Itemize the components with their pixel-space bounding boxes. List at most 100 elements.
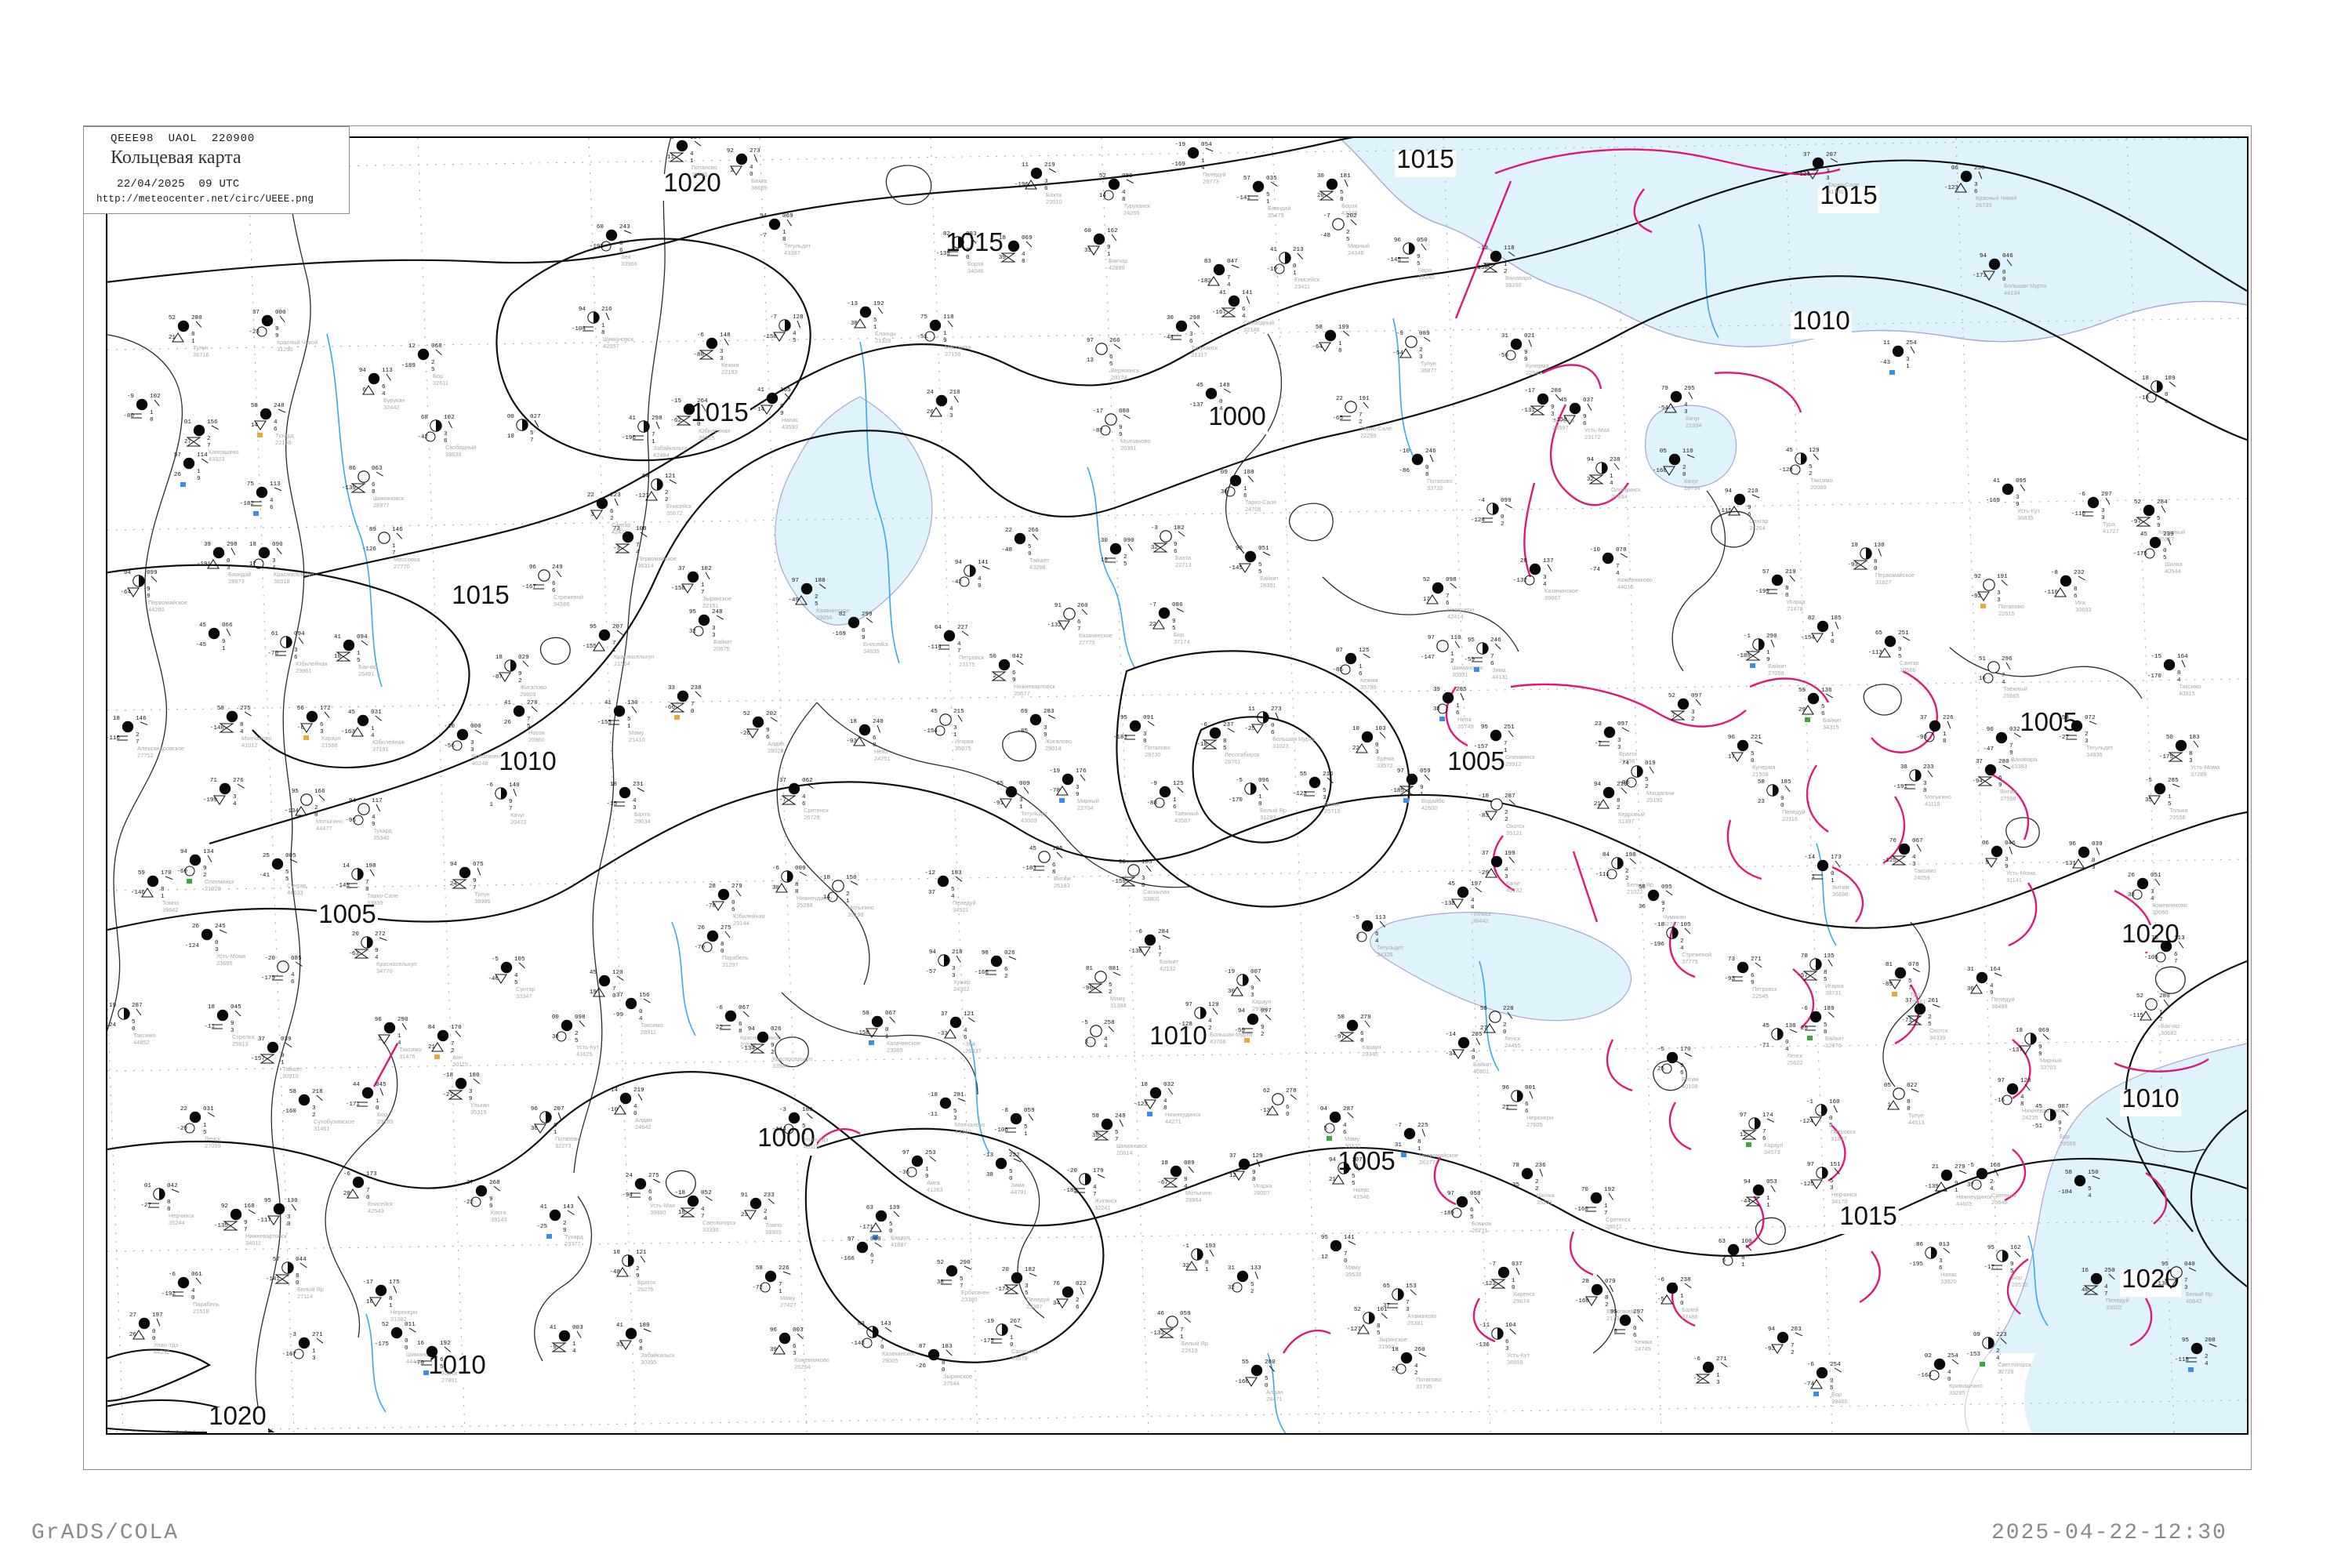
svg-text:78: 78 bbox=[1801, 953, 1809, 960]
svg-text:Нижневартовск: Нижневартовск bbox=[245, 1232, 287, 1240]
svg-text:120: 120 bbox=[612, 970, 623, 976]
svg-text:Потапово: Потапово bbox=[691, 164, 717, 171]
svg-text:42543: 42543 bbox=[368, 1207, 384, 1214]
svg-text:0: 0 bbox=[2163, 548, 2167, 554]
svg-text:011: 011 bbox=[405, 1322, 416, 1328]
svg-text:0: 0 bbox=[215, 940, 219, 946]
svg-text:1: 1 bbox=[1504, 262, 1508, 268]
svg-text:285: 285 bbox=[1472, 1032, 1483, 1038]
svg-text:3: 3 bbox=[720, 349, 724, 355]
svg-text:23367: 23367 bbox=[1026, 1303, 1043, 1310]
svg-text:23065: 23065 bbox=[887, 1047, 903, 1054]
svg-text:5: 5 bbox=[1115, 1130, 1119, 1136]
svg-text:33939: 33939 bbox=[367, 899, 383, 906]
svg-text:00: 00 bbox=[552, 1014, 560, 1021]
svg-text:150: 150 bbox=[846, 875, 857, 881]
svg-text:-9: -9 bbox=[127, 394, 135, 400]
svg-text:Байкит: Байкит bbox=[1260, 575, 1279, 582]
svg-text:0: 0 bbox=[2165, 392, 2169, 398]
svg-text:58: 58 bbox=[756, 1265, 764, 1272]
svg-text:8: 8 bbox=[1022, 259, 1025, 265]
svg-text:31461: 31461 bbox=[314, 1125, 330, 1132]
svg-text:221: 221 bbox=[1751, 735, 1762, 741]
svg-text:2: 2 bbox=[431, 360, 435, 366]
svg-text:-51: -51 bbox=[2031, 1123, 2042, 1130]
svg-text:39: 39 bbox=[204, 542, 212, 548]
svg-text:-5: -5 bbox=[1657, 1047, 1665, 1053]
svg-text:-5: -5 bbox=[1967, 1163, 1975, 1169]
svg-text:085: 085 bbox=[291, 956, 302, 962]
svg-text:6: 6 bbox=[554, 1123, 557, 1129]
svg-text:243: 243 bbox=[619, 224, 630, 230]
svg-text:36716: 36716 bbox=[193, 351, 209, 358]
svg-text:253: 253 bbox=[925, 1150, 936, 1156]
svg-text:Тулун: Тулун bbox=[1421, 360, 1436, 367]
svg-text:14: 14 bbox=[251, 423, 259, 429]
svg-text:39143: 39143 bbox=[491, 1216, 507, 1223]
svg-text:226: 226 bbox=[779, 1265, 789, 1272]
svg-text:Сретенск: Сретенск bbox=[804, 807, 829, 814]
svg-text:-25: -25 bbox=[536, 1224, 547, 1230]
svg-text:-19: -19 bbox=[107, 1003, 116, 1009]
svg-text:23144: 23144 bbox=[733, 920, 750, 927]
svg-text:43590: 43590 bbox=[782, 423, 798, 430]
svg-text:4: 4 bbox=[690, 151, 694, 158]
svg-text:95: 95 bbox=[1481, 724, 1489, 731]
svg-text:29005: 29005 bbox=[882, 1357, 898, 1364]
svg-text:045: 045 bbox=[376, 1082, 387, 1088]
svg-text:4: 4 bbox=[1093, 1185, 1097, 1191]
svg-text:-12: -12 bbox=[1477, 245, 1488, 252]
svg-text:Казачинское: Казачинское bbox=[887, 1040, 920, 1047]
svg-text:96: 96 bbox=[531, 1106, 539, 1112]
svg-text:31023: 31023 bbox=[1272, 742, 1289, 750]
svg-text:162: 162 bbox=[1107, 228, 1118, 234]
svg-text:068: 068 bbox=[431, 343, 442, 350]
svg-text:97: 97 bbox=[792, 578, 799, 584]
svg-text:95: 95 bbox=[292, 789, 299, 795]
svg-text:7: 7 bbox=[1359, 412, 1363, 419]
svg-text:34836: 34836 bbox=[2086, 751, 2103, 758]
svg-text:0: 0 bbox=[1501, 514, 1504, 521]
svg-text:Зима: Зима bbox=[1011, 1181, 1025, 1189]
svg-text:Тайшет: Тайшет bbox=[282, 1065, 303, 1073]
svg-text:14: 14 bbox=[343, 863, 350, 869]
svg-text:0: 0 bbox=[152, 1329, 156, 1335]
svg-text:40842: 40842 bbox=[2186, 1298, 2202, 1305]
svg-text:4: 4 bbox=[1471, 898, 1475, 904]
svg-text:95: 95 bbox=[1987, 1245, 1995, 1251]
svg-text:-14: -14 bbox=[607, 1087, 618, 1094]
svg-text:41: 41 bbox=[1219, 290, 1227, 296]
svg-text:273: 273 bbox=[750, 148, 760, 154]
svg-text:Мотыгино: Мотыгино bbox=[1185, 1189, 1212, 1196]
svg-text:Тулун: Тулун bbox=[1908, 1112, 1924, 1119]
svg-text:31476: 31476 bbox=[399, 1053, 416, 1060]
svg-text:32442: 32442 bbox=[383, 404, 400, 411]
svg-text:73: 73 bbox=[613, 526, 621, 532]
svg-text:8: 8 bbox=[240, 722, 244, 728]
svg-text:4: 4 bbox=[957, 641, 961, 648]
svg-text:21329: 21329 bbox=[875, 337, 891, 344]
svg-text:1: 1 bbox=[601, 323, 605, 329]
svg-text:283: 283 bbox=[1791, 1327, 1802, 1333]
svg-text:25190: 25190 bbox=[1646, 797, 1663, 804]
svg-text:87: 87 bbox=[1336, 648, 1343, 654]
svg-text:29912: 29912 bbox=[1505, 760, 1522, 768]
svg-text:31397: 31397 bbox=[1618, 818, 1635, 825]
svg-text:Первомайское: Первомайское bbox=[1875, 572, 1915, 579]
svg-text:105: 105 bbox=[1142, 859, 1152, 866]
svg-text:94: 94 bbox=[124, 570, 132, 576]
svg-text:-175: -175 bbox=[375, 1341, 390, 1348]
svg-text:099: 099 bbox=[147, 570, 158, 576]
svg-text:28911: 28911 bbox=[641, 1029, 656, 1036]
svg-text:40108: 40108 bbox=[1682, 1083, 1698, 1090]
svg-text:18: 18 bbox=[1392, 1347, 1399, 1353]
svg-text:Большая Мурта: Большая Мурта bbox=[1210, 1031, 1253, 1038]
svg-text:26: 26 bbox=[174, 472, 182, 478]
svg-text:Караул: Караул bbox=[1252, 998, 1271, 1005]
svg-text:120: 120 bbox=[2020, 1078, 2031, 1084]
svg-text:Толька: Толька bbox=[2169, 807, 2188, 814]
svg-text:1: 1 bbox=[2168, 794, 2172, 800]
svg-text:9: 9 bbox=[203, 866, 207, 872]
svg-text:06: 06 bbox=[1951, 165, 1959, 172]
svg-text:095: 095 bbox=[1661, 884, 1672, 891]
